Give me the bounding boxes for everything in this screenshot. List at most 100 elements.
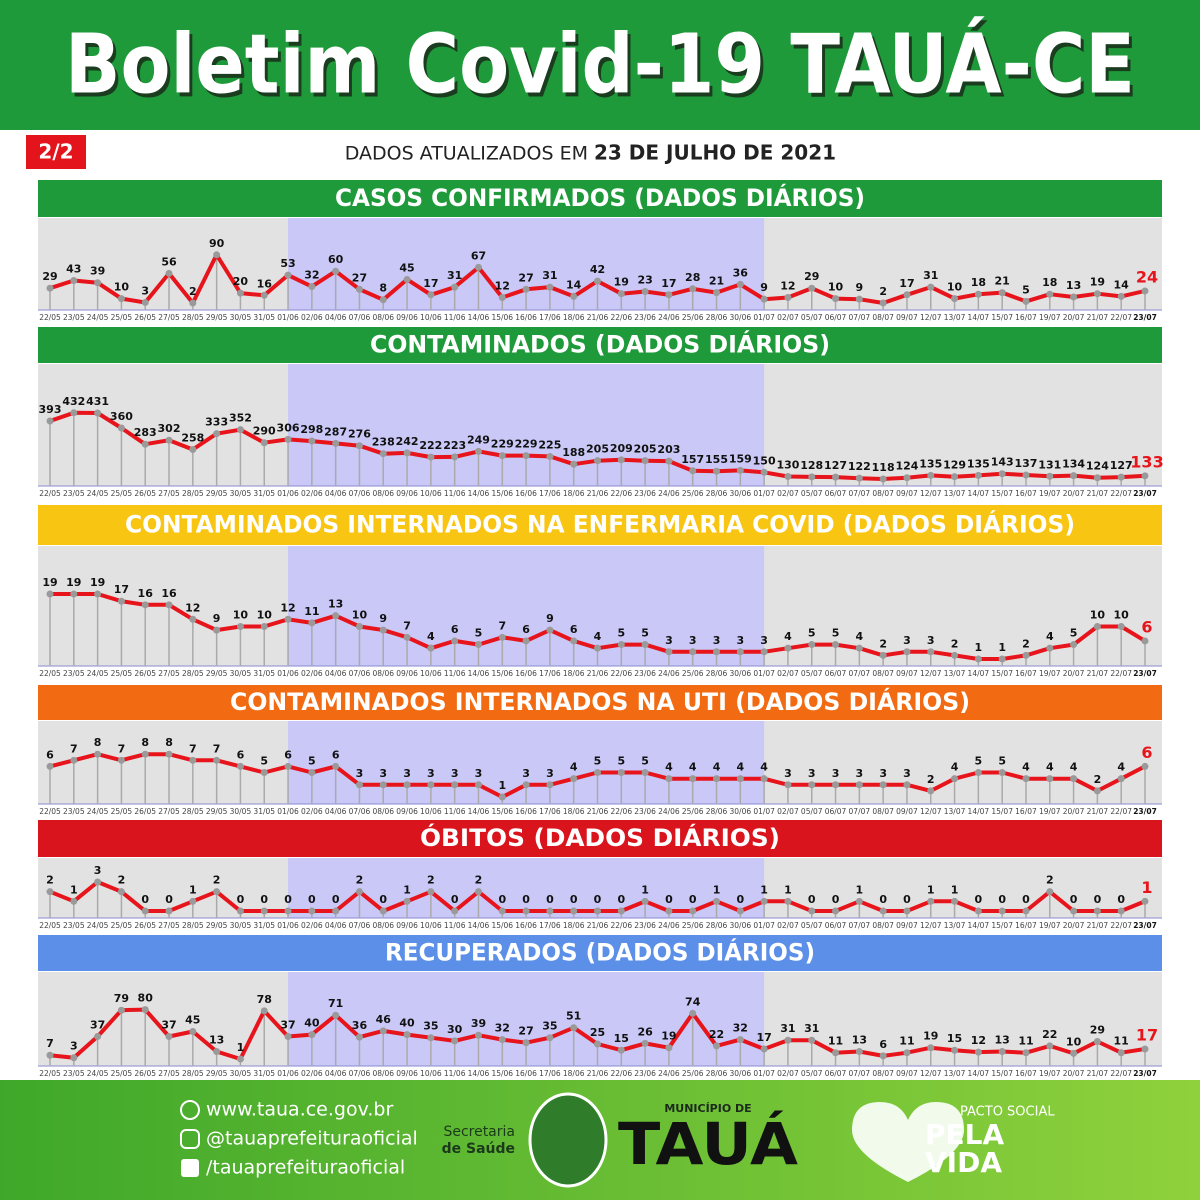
date-label: 16/06 [515, 921, 537, 930]
value-label: 31 [923, 269, 938, 282]
date-label: 30/06 [730, 807, 752, 816]
point [117, 295, 125, 303]
date-label: 23/06 [634, 921, 656, 930]
point [141, 1006, 149, 1014]
value-label: 10 [257, 609, 273, 622]
value-label: 3 [856, 767, 864, 780]
value-label: 17 [661, 277, 676, 290]
value-label: 124 [1086, 460, 1109, 473]
date-label: 14/07 [968, 1069, 990, 1078]
point [927, 283, 935, 291]
value-label: 9 [379, 612, 387, 625]
value-label: 7 [70, 742, 78, 755]
point [1117, 473, 1125, 481]
value-label: 5 [594, 755, 602, 768]
updated-date: 23 DE JULHO DE 2021 [594, 141, 836, 165]
point [117, 756, 125, 764]
point [498, 1036, 506, 1044]
point [689, 648, 697, 656]
point [903, 648, 911, 656]
point [427, 1034, 435, 1042]
value-label: 3 [379, 767, 387, 780]
point [594, 644, 601, 652]
point [260, 291, 268, 299]
date-label: 10/06 [420, 921, 442, 930]
date-label: 30/06 [730, 1069, 752, 1078]
value-label: 12 [185, 601, 200, 614]
date-label: 30/05 [230, 313, 252, 322]
value-label: 9 [760, 281, 768, 294]
value-label: 0 [546, 893, 554, 906]
value-label: 11 [828, 1035, 843, 1048]
value-label: 6 [879, 1038, 887, 1051]
point [474, 888, 482, 896]
date-label: 14/06 [468, 489, 490, 498]
date-label: 14/07 [968, 669, 990, 678]
date-label: 08/07 [872, 807, 894, 816]
date-label: 30/06 [730, 313, 752, 322]
value-label: 18 [1042, 276, 1057, 289]
value-label: 2 [118, 874, 126, 887]
date-label: 23/07 [1133, 807, 1157, 816]
point [284, 435, 292, 443]
value-label: 17 [114, 583, 129, 596]
point [855, 644, 863, 652]
value-label: 45 [185, 1013, 200, 1026]
date-label: 18/06 [563, 489, 585, 498]
date-label: 12/07 [920, 1069, 942, 1078]
value-label: 223 [443, 439, 466, 452]
value-label: 19 [1090, 276, 1105, 289]
date-label: 21/07 [1087, 807, 1109, 816]
point [308, 619, 316, 627]
value-label: 10 [1066, 1035, 1082, 1048]
value-label: 352 [229, 412, 252, 425]
value-label: 0 [808, 893, 816, 906]
date-label: 08/06 [372, 1069, 394, 1078]
date-label: 09/07 [896, 807, 918, 816]
value-label: 2 [1046, 874, 1054, 887]
value-label: 0 [903, 893, 911, 906]
value-label: 205 [586, 443, 609, 456]
date-label: 21/06 [587, 669, 609, 678]
date-label: 20/07 [1063, 489, 1085, 498]
value-label: 155 [705, 453, 728, 466]
date-label: 09/06 [396, 807, 418, 816]
date-label: 15/06 [491, 489, 513, 498]
point [474, 447, 482, 455]
value-label: 0 [379, 893, 387, 906]
point [1046, 775, 1054, 783]
point [498, 633, 506, 641]
point [665, 291, 673, 299]
date-label: 18/06 [563, 921, 585, 930]
date-label: 01/07 [753, 489, 775, 498]
point [665, 1044, 673, 1052]
date-label: 23/05 [63, 313, 85, 322]
web-icon [180, 1100, 200, 1120]
date-label: 01/06 [277, 489, 299, 498]
vida-label: VIDA [925, 1146, 1002, 1179]
value-label: 188 [562, 446, 585, 459]
date-label: 18/06 [563, 313, 585, 322]
point [236, 623, 244, 630]
date-label: 23/07 [1133, 489, 1157, 498]
point [927, 787, 935, 795]
point [998, 907, 1006, 915]
value-label: 4 [856, 630, 864, 643]
value-label: 32 [733, 1022, 748, 1035]
value-label: 238 [372, 436, 395, 449]
date-label: 09/06 [396, 489, 418, 498]
point [117, 597, 125, 605]
point [974, 471, 982, 479]
point [260, 1007, 268, 1015]
date-label: 23/06 [634, 313, 656, 322]
value-label: 4 [951, 761, 959, 774]
value-label: 222 [419, 439, 442, 452]
date-label: 25/05 [111, 921, 133, 930]
value-label: 6 [1141, 617, 1152, 636]
date-label: 16/06 [515, 313, 537, 322]
value-label: 1 [784, 883, 792, 896]
point [332, 762, 340, 770]
date-label: 26/05 [134, 669, 156, 678]
point [1093, 474, 1101, 482]
date-label: 15/06 [491, 313, 513, 322]
